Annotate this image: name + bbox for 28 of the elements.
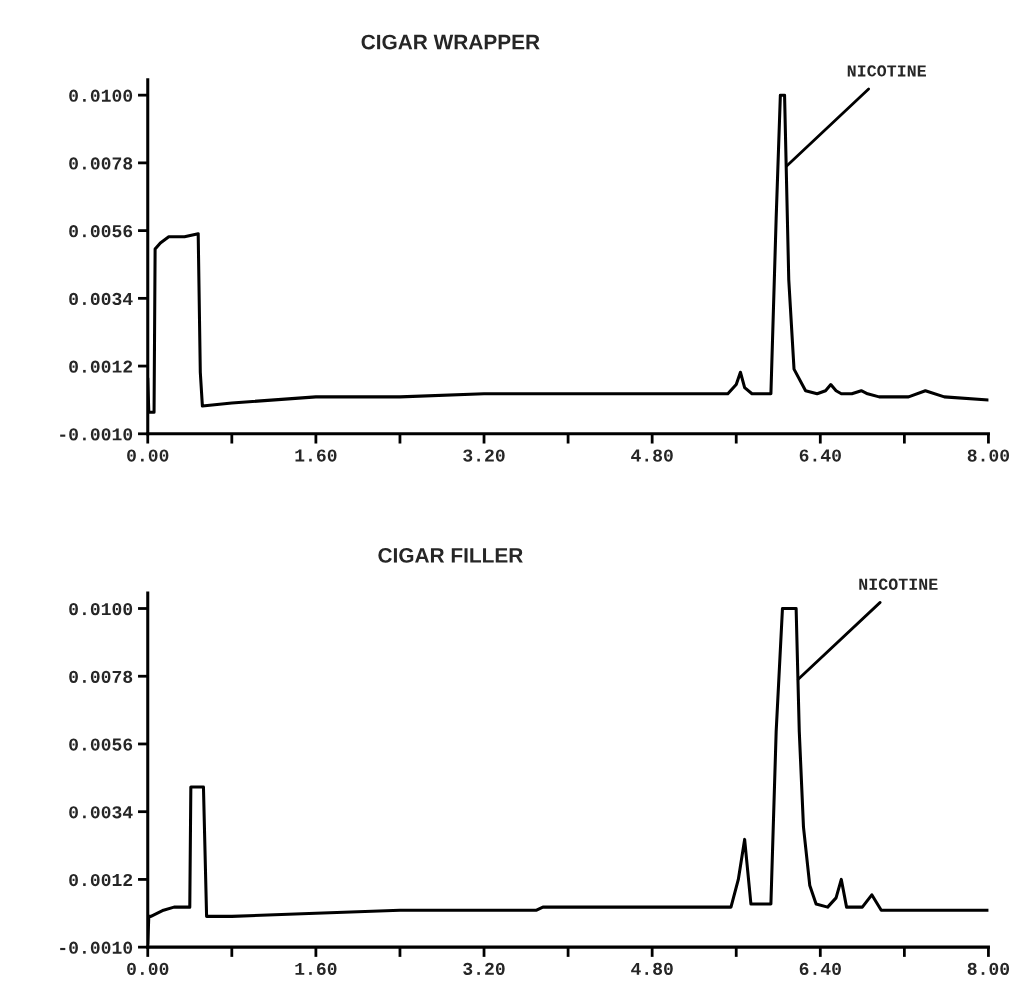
y-tick-label: 0.0100 [69, 89, 133, 102]
y-tick-label: 0.0056 [69, 225, 133, 238]
x-tick-label: 6.40 [799, 962, 841, 975]
x-tick-label: 3.20 [463, 449, 505, 462]
x-tick-label: 0.00 [127, 449, 169, 462]
annotation: NICOTINE [859, 578, 938, 590]
x-tick-label: 0.00 [127, 962, 169, 975]
y-tick-label: 0.0056 [69, 738, 133, 751]
y-tick-label: 0.0034 [69, 806, 133, 819]
y-tick-label: 0.0078 [69, 157, 133, 170]
annotation: NICOTINE [847, 65, 926, 77]
y-tick-label: 0.0034 [69, 292, 133, 306]
x-tick-label: 1.60 [295, 449, 337, 462]
x-tick-label: 3.20 [463, 962, 505, 976]
x-tick-label: 8.00 [967, 449, 1010, 462]
y-tick-label: 0.0012 [69, 360, 133, 373]
y-tick-label: 0.0100 [69, 602, 133, 616]
x-tick-label: 4.80 [631, 449, 673, 462]
x-tick-label: 1.60 [295, 962, 337, 975]
y-tick-label: 0.0078 [69, 670, 133, 683]
x-tick-label: 6.40 [799, 449, 841, 462]
x-tick-label: 4.80 [631, 962, 673, 975]
y-tick-label: -0.0010 [60, 941, 133, 954]
chart-title: CIGAR FILLER [378, 548, 523, 563]
y-tick-label: 0.0012 [69, 873, 133, 887]
y-tick-label: -0.0010 [60, 428, 133, 441]
x-tick-label: 8.00 [967, 962, 1010, 975]
chart-title: CIGAR WRAPPER [361, 34, 540, 50]
